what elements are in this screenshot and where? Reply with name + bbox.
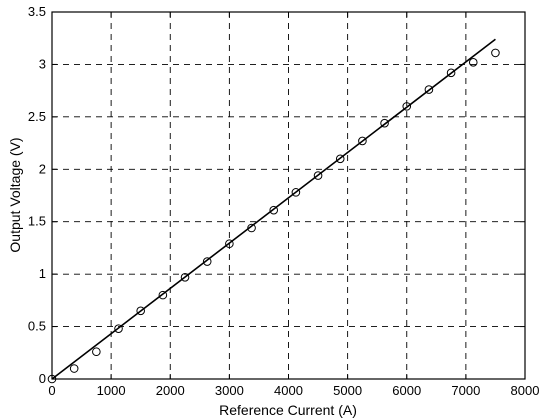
data-point (424, 85, 434, 94)
data-point (225, 239, 234, 249)
data-point (114, 324, 123, 333)
y-tick-label: 0.5 (28, 319, 46, 334)
data-point (468, 58, 478, 67)
y-tick-label: 0 (39, 371, 46, 386)
data-point (92, 347, 101, 357)
y-tick-label: 3 (39, 56, 46, 71)
y-tick-label: 1.5 (28, 214, 46, 229)
data-point (47, 374, 57, 384)
data-point (491, 48, 500, 58)
data-point (291, 188, 301, 197)
x-axis-label: Reference Current (A) (219, 402, 357, 418)
x-tick-label: 4000 (274, 383, 303, 398)
series (47, 38, 500, 384)
data-point (358, 136, 367, 146)
x-tick-label: 2000 (156, 383, 185, 398)
x-tick-label: 1000 (97, 383, 126, 398)
y-tick-label: 3.5 (28, 4, 46, 19)
data-point (158, 290, 168, 300)
data-point (313, 171, 323, 180)
data-point (180, 272, 190, 282)
x-axis-tick-labels: 0 1000 2000 3000 4000 5000 6000 7000 8000 (48, 383, 539, 398)
data-point (335, 154, 345, 164)
data-point (202, 257, 212, 266)
y-tick-label: 2.5 (28, 109, 46, 124)
data-point (247, 223, 256, 233)
y-axis-label: Output Voltage (V) (7, 137, 23, 252)
x-tick-label: 8000 (511, 383, 539, 398)
x-tick-label: 5000 (333, 383, 362, 398)
data-point (402, 102, 412, 111)
y-axis-tick-labels: 0 0.5 1 1.5 2 2.5 3 3.5 (28, 4, 46, 386)
y-tick-label: 1 (39, 266, 46, 281)
x-tick-label: 7000 (451, 383, 480, 398)
data-point (136, 306, 145, 316)
x-tick-label: 6000 (392, 383, 421, 398)
axis-ticks (51, 11, 526, 380)
data-point (380, 118, 389, 128)
data-point (446, 68, 456, 78)
fit-line (51, 38, 496, 380)
grid (52, 12, 525, 379)
y-tick-label: 2 (39, 161, 46, 176)
x-tick-label: 0 (48, 383, 55, 398)
data-point (269, 205, 279, 215)
data-point (69, 364, 79, 373)
x-tick-label: 3000 (215, 383, 244, 398)
